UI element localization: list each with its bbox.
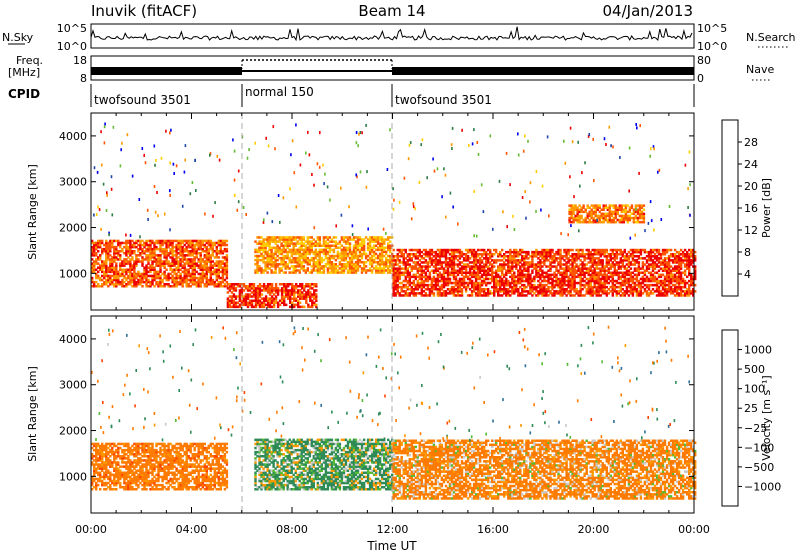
x-tick-label: 08:00 (276, 523, 308, 536)
y-tick-label: 3000 (59, 379, 87, 392)
x-axis-label: Time UT (366, 539, 417, 553)
freq-tick-top: 18 (73, 54, 87, 67)
nsky-label: N.Sky (2, 31, 34, 44)
y-tick-label: 2000 (59, 222, 87, 235)
velocity-y-axis-label: Slant Range [km] (26, 366, 39, 462)
y-tick-label: 4000 (59, 333, 87, 346)
nave-tick-bottom: 0 (697, 72, 704, 85)
y-tick-label: 3000 (59, 176, 87, 189)
nsky-panel: N.Sky 10^5 10^0 10^5 10^0 N.Search (2, 22, 796, 53)
colorbar-tick-label: 12 (744, 224, 758, 237)
x-tick-label: 16:00 (477, 523, 509, 536)
nsky-tick-bottom: 10^0 (57, 40, 87, 53)
x-tick-label: 00:00 (678, 523, 710, 536)
nsearch-label: N.Search (746, 31, 796, 44)
velocity-colorbar-label: Velocity [m s⁻¹] (760, 375, 773, 460)
colorbar-tick-label: 1000 (744, 344, 772, 357)
colorbar-tick-label: 500 (744, 363, 765, 376)
cpid-segment-3: twofsound 3501 (395, 93, 492, 107)
colorbar-tick-label: 8 (744, 246, 751, 259)
beam-title: Beam 14 (358, 2, 425, 20)
freq-unit: [MHz] (8, 66, 40, 79)
y-tick-label: 1000 (59, 267, 87, 280)
colorbar-tick-label: 28 (744, 136, 758, 149)
x-tick-label: 00:00 (75, 523, 107, 536)
colorbar-tick-label: 16 (744, 202, 758, 215)
x-axis-tick-labels: 00:00 04:00 08:00 12:00 16:00 20:00 00:00 (75, 523, 710, 536)
y-tick-label: 4000 (59, 130, 87, 143)
colorbar-tick-label: 25 (744, 402, 758, 415)
power-y-axis-label: Slant Range [km] (26, 164, 39, 260)
nsky-trace (91, 27, 692, 40)
colorbar-tick-label: 4 (744, 268, 751, 281)
cpid-segment-1: twofsound 3501 (94, 93, 191, 107)
cpid-segment-2: normal 150 (245, 85, 314, 99)
nave-tick-top: 80 (697, 54, 711, 67)
power-colorbar-label: Power [dB] (760, 178, 773, 238)
nsearch-tick-bottom: 10^0 (697, 40, 727, 53)
date-title: 04/Jan/2013 (603, 2, 694, 20)
nave-label: Nave (746, 63, 774, 76)
freq-tick-bottom: 8 (80, 72, 87, 85)
colorbar-tick-label: 20 (744, 180, 758, 193)
y-tick-label: 2000 (59, 425, 87, 438)
colorbar-tick-label: −500 (744, 461, 774, 474)
x-tick-label: 12:00 (377, 523, 409, 536)
power-colorbar: 28 24 20 16 12 8 4 Power [dB] (722, 120, 773, 296)
station-title: Inuvik (fitACF) (91, 2, 197, 20)
power-panel: 1000 2000 3000 4000 Slant Range [km] (26, 113, 696, 310)
nsearch-tick-top: 10^5 (697, 22, 727, 35)
freq-panel: Freq. [MHz] 18 8 80 0 Nave (8, 54, 774, 85)
cpid-label: CPID (8, 87, 40, 101)
cpid-row: CPID twofsound 3501 normal 150 twofsound… (8, 84, 694, 107)
colorbar-tick-label: −1000 (744, 480, 781, 493)
y-tick-label: 1000 (59, 470, 87, 483)
x-tick-label: 04:00 (176, 523, 208, 536)
nsky-tick-top: 10^5 (57, 22, 87, 35)
x-tick-label: 20:00 (578, 523, 610, 536)
velocity-panel: 1000 2000 3000 4000 Slant Range [km] (26, 316, 696, 513)
colorbar-tick-label: 24 (744, 158, 758, 171)
